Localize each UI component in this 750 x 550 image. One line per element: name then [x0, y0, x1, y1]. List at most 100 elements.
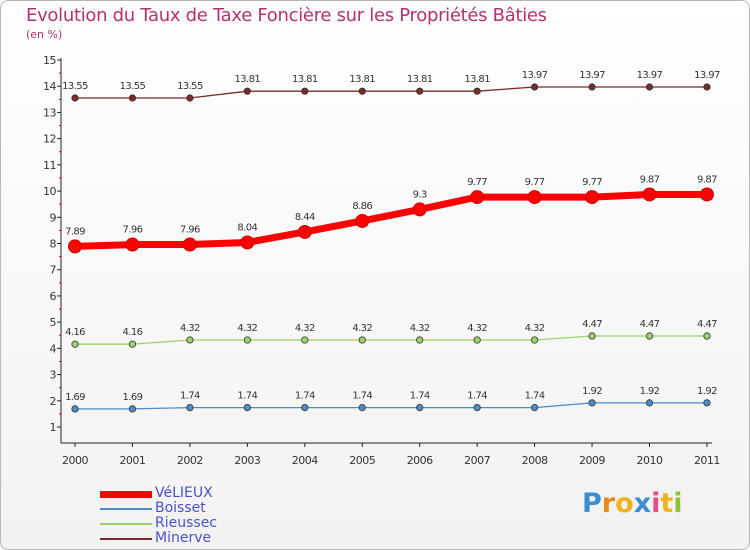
- proxiti-logo: Proxiti: [582, 488, 683, 519]
- data-label: 1.74: [410, 391, 430, 402]
- series-line-vélieux: [74, 190, 707, 250]
- data-point: [358, 404, 366, 412]
- data-point: [473, 87, 481, 95]
- data-point: [128, 94, 137, 102]
- data-point: [186, 336, 194, 344]
- data-label: 4.47: [582, 319, 602, 330]
- data-label: 4.47: [640, 319, 660, 330]
- legend-label: Boisset: [155, 500, 206, 516]
- legend-label: VéLIEUX: [155, 485, 213, 501]
- data-label: 13.97: [637, 70, 663, 81]
- data-point: [71, 405, 79, 413]
- data-label: 13.81: [235, 74, 261, 85]
- logo-letter: r: [601, 488, 616, 519]
- y-axis-unit-label: (en %): [26, 28, 63, 41]
- data-point: [645, 332, 654, 340]
- series-line-rieussec: [75, 335, 707, 345]
- data-point: [588, 332, 596, 340]
- data-point: [243, 404, 251, 412]
- x-tick-label: 2006: [407, 454, 433, 467]
- data-label: 13.55: [62, 81, 88, 92]
- data-point: [416, 87, 424, 95]
- data-point: [128, 405, 137, 413]
- data-point: [301, 87, 309, 95]
- logo-letter: i: [673, 488, 683, 519]
- data-label: 1.74: [237, 391, 257, 402]
- data-label: 9.87: [697, 174, 717, 185]
- legend-label: Rieussec: [155, 515, 218, 531]
- logo-letter: o: [615, 488, 634, 519]
- x-tick-label: 2008: [522, 454, 548, 467]
- x-tick-label: 2005: [349, 454, 375, 467]
- data-point: [585, 190, 600, 205]
- data-label: 1.74: [352, 391, 372, 402]
- data-point: [186, 404, 194, 412]
- data-label: 9.77: [582, 177, 602, 188]
- y-tick-label: 12: [43, 133, 56, 146]
- data-point: [301, 404, 309, 412]
- data-label: 13.55: [120, 81, 146, 92]
- data-point: [68, 239, 82, 254]
- y-tick-label: 1: [50, 421, 57, 434]
- data-point: [182, 237, 197, 252]
- data-point: [297, 224, 312, 239]
- data-point: [530, 336, 539, 344]
- data-point: [416, 404, 424, 412]
- data-label: 1.69: [65, 392, 85, 403]
- data-point: [128, 340, 137, 348]
- data-label: 7.89: [65, 226, 85, 237]
- data-label: 1.74: [467, 391, 487, 402]
- y-tick-label: 11: [43, 159, 56, 172]
- data-point: [645, 399, 654, 407]
- y-tick-label: 15: [43, 54, 56, 67]
- data-label: 4.47: [697, 319, 717, 330]
- data-label: 9.3: [413, 189, 427, 200]
- data-label: 4.32: [237, 323, 257, 334]
- x-tick-label: 2001: [119, 454, 145, 467]
- y-tick-label: 14: [43, 80, 56, 93]
- data-label: 4.32: [467, 323, 487, 334]
- data-label: 4.16: [123, 327, 143, 338]
- x-tick-label: 2011: [694, 454, 720, 467]
- series-line-boisset: [75, 402, 707, 410]
- data-label: 13.81: [292, 74, 318, 85]
- data-point: [530, 83, 539, 91]
- data-label: 1.69: [123, 392, 143, 403]
- y-tick-label: 8: [50, 238, 57, 251]
- y-tick-label: 4: [50, 342, 57, 355]
- data-label: 1.74: [180, 391, 200, 402]
- x-tick-label: 2007: [464, 454, 490, 467]
- data-point: [530, 404, 539, 412]
- y-tick-label: 5: [50, 316, 57, 329]
- data-point: [412, 202, 427, 217]
- data-point: [240, 235, 255, 250]
- data-label: 7.96: [123, 225, 143, 236]
- data-label: 13.97: [579, 70, 605, 81]
- data-label: 1.74: [295, 391, 315, 402]
- logo-letter: i: [651, 488, 661, 519]
- data-point: [703, 332, 711, 340]
- y-tick-label: 10: [43, 185, 56, 198]
- data-label: 4.32: [410, 323, 430, 334]
- data-point: [470, 190, 485, 205]
- y-tick-label: 7: [50, 264, 57, 277]
- data-label: 4.32: [352, 323, 372, 334]
- x-tick-label: 2002: [177, 454, 203, 467]
- data-point: [703, 83, 711, 91]
- data-point: [358, 87, 366, 95]
- data-label: 13.97: [694, 70, 720, 81]
- x-tick-label: 2003: [234, 454, 260, 467]
- data-label: 9.87: [640, 174, 660, 185]
- data-point: [642, 187, 657, 202]
- data-point: [125, 237, 140, 252]
- data-point: [71, 94, 79, 102]
- y-tick-label: 3: [50, 369, 57, 382]
- data-label: 7.96: [180, 225, 200, 236]
- data-label: 13.81: [407, 74, 433, 85]
- data-label: 1.92: [640, 386, 660, 397]
- data-label: 1.92: [697, 386, 717, 397]
- x-tick-label: 2004: [292, 454, 318, 467]
- data-point: [645, 83, 654, 91]
- y-tick-label: 6: [50, 290, 57, 303]
- data-label: 1.74: [525, 391, 545, 402]
